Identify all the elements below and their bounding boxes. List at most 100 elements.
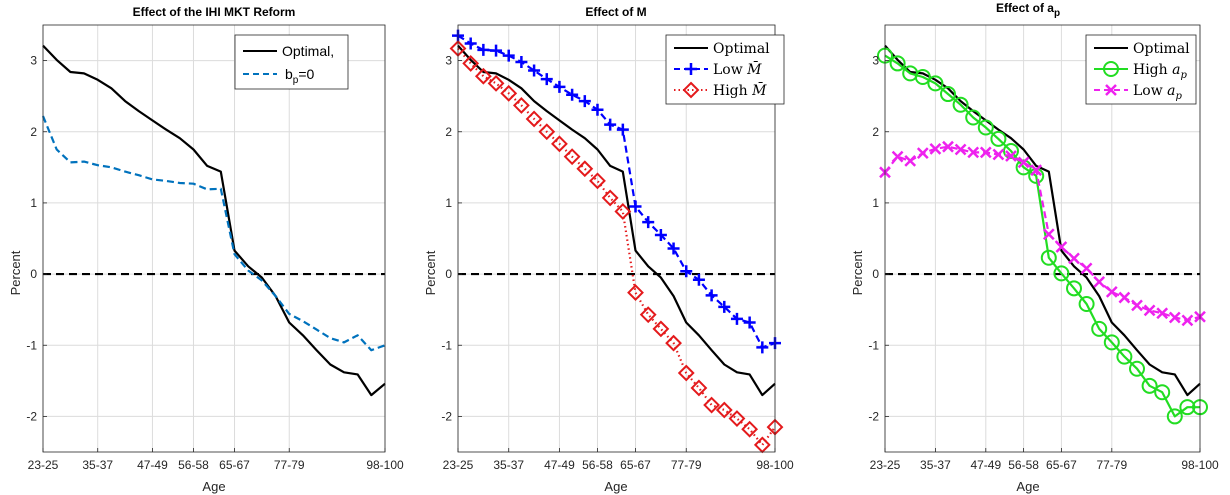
panel-3-series-2-point-17	[1093, 276, 1106, 288]
panel-3-series-1-point-20	[1129, 360, 1145, 377]
panel-1-xtick-label-0: 23-25	[28, 458, 59, 472]
panel-2-plot: 23-25 35-37 47-49 56-58 65-67 77-79 98-100 -2 -1…	[441, 24, 794, 472]
panel-3-series-2-point-1	[891, 150, 904, 163]
panel-3-xtick-label-1: 35-37	[920, 458, 951, 472]
panel-2-series-2-point-2	[474, 67, 492, 85]
panel-3-ytick-label-2: 0	[872, 267, 879, 281]
panel-3-series-2-point-4	[929, 142, 942, 155]
panel-3-series-1-point-21	[1141, 377, 1158, 394]
panel-3-series-1-point-13	[1040, 249, 1057, 266]
panel-2-ytick-label-4: 2	[445, 125, 452, 139]
panel-3-series-2-point-6	[954, 143, 967, 156]
panel-2-series-2-point-12	[601, 189, 619, 207]
panel-3-series-1-point-6	[952, 96, 969, 113]
panel-3-legend-marker-low-ap	[1105, 84, 1117, 96]
panel-3-series-1-point-1	[889, 55, 906, 72]
panel-3-series-1-line	[884, 54, 1200, 418]
panel-3-series-1-point-24	[1179, 399, 1196, 416]
panel-2-legend-label-high-m: High M̄	[713, 81, 767, 99]
panel-3-series-1-point-7	[965, 109, 982, 126]
panel-2-xtick-label-1: 35-37	[493, 458, 524, 472]
panel-2-series-0-line	[457, 44, 776, 397]
panel-3-legend-label-optimal: Optimal	[1133, 41, 1190, 57]
panel-2-legend-marker-high-m	[682, 81, 700, 99]
panel-2-ytick-label-3: 1	[445, 196, 452, 210]
panel-3-series-2-point-18	[1105, 285, 1118, 298]
panel-2-series-1-point-3	[490, 44, 503, 57]
panel-3-series-2-point-23	[1168, 311, 1181, 324]
panel-2-series-1-point-11	[591, 103, 604, 116]
panel-2-series-2-point-1	[462, 55, 480, 72]
panel-2-series-2-point-17	[665, 334, 682, 352]
panel-2-series-2-point-11	[589, 172, 606, 190]
panel-2-series-2-point-8	[551, 135, 568, 153]
panel-1-xtick-label-4: 65-67	[219, 458, 250, 472]
panel-1-legend-box	[234, 34, 349, 90]
panel-2-series-2-point-7	[538, 123, 556, 141]
panel-2-series-1-point-8	[553, 80, 566, 93]
panel-2-legend-label-optimal: Optimal	[713, 41, 770, 57]
panel-1-legend: Optimal, bp=0	[234, 34, 349, 90]
panel-2-series-1-point-5	[515, 56, 528, 69]
panel-2-ytick-label-0: -2	[441, 409, 452, 423]
panel-3-series-1-point-16	[1078, 295, 1095, 312]
panel-3-ytick-label-5: 3	[872, 54, 879, 68]
panel-3-series-2-point-21	[1143, 304, 1156, 317]
panel-3-series-1-point-15	[1066, 280, 1082, 297]
panel-2-ytick-label-2: 0	[445, 267, 452, 281]
panel-2-ytick-label-5: 3	[445, 54, 452, 68]
panel-2-series-1-point-22	[730, 312, 743, 325]
panel-1-ytick-label-5: 3	[30, 54, 37, 68]
panel-3-series-2-point-14	[1055, 241, 1068, 253]
panel-3-series-2-point-10	[1005, 150, 1017, 162]
panel-2-series-1-point-14	[629, 200, 642, 213]
panel-2-series-2-point-10	[576, 160, 594, 178]
panel-1-axes-frame	[42, 24, 386, 453]
panel-3-series-1-point-4	[927, 75, 944, 92]
panel-1-series-1-line	[41, 115, 386, 352]
panel-1-xtick-label-3: 56-58	[178, 458, 209, 472]
panel-3-series-1-point-23	[1166, 408, 1183, 425]
panel-3-series-2-point-16	[1080, 262, 1093, 275]
panel-3-series-2-point-12	[1030, 164, 1043, 177]
panel-3-series-2-point-2	[904, 155, 917, 167]
panel-3-series-2-point-11	[1017, 156, 1030, 169]
panel-3-series-2-point-5	[942, 140, 954, 153]
panel-1: Effect of the IHI MKT Reform 23-25 35-37 4…	[8, 5, 404, 494]
panel-3-series-1-point-22	[1154, 384, 1171, 401]
panel-2-series-1-point-1	[464, 37, 477, 50]
panel-3-legend-label-low-ap: Low ap	[1133, 83, 1183, 102]
panel-2-ylabel: Percent	[423, 250, 438, 295]
panel-1-xtick-label-2: 47-49	[137, 458, 168, 472]
panel-3-series-2-point-3	[916, 147, 929, 159]
panel-3-xtick-label-5: 77-79	[1096, 458, 1127, 472]
panel-2-series-2-point-5	[512, 97, 530, 114]
panel-1-plot: 23-25 35-37 47-49 56-58 65-67 77-79 98-100 -2 -1…	[26, 24, 404, 472]
panel-2-title: Effect of M	[585, 5, 646, 19]
panel-2-series-2-point-22	[728, 410, 746, 427]
panel-2-series-1-point-4	[502, 49, 515, 62]
panel-2-series-2-point-21	[715, 401, 733, 419]
panel-1-ytick-label-4: 2	[30, 125, 37, 139]
panel-2-series-1-point-24	[756, 341, 769, 354]
panel-1-legend-label-optimal: Optimal,	[282, 43, 334, 59]
panel-3-series-2-point-15	[1068, 252, 1080, 265]
panel-1-ytick-label-1: -1	[26, 338, 37, 352]
panel-2-series-2-point-16	[652, 320, 670, 338]
panel-1-ytick-label-0: -2	[26, 409, 37, 423]
panel-2-series-2-point-4	[500, 84, 518, 102]
panel-1-title: Effect of the IHI MKT Reform	[133, 5, 296, 19]
panel-2-series-1-point-10	[578, 95, 591, 108]
panel-2: Effect of M 23-25 35-37 47-49 56-58 65-67 77-…	[423, 5, 794, 494]
panel-2-series-2-point-9	[563, 148, 581, 166]
panel-3-title: Effect of ap	[996, 1, 1060, 19]
panel-3-series-1-point-18	[1103, 334, 1120, 351]
panel-3-xlabel: Age	[1016, 479, 1039, 494]
panel-2-axes-frame	[457, 24, 776, 453]
panel-2-series-2-point-15	[639, 306, 657, 324]
panel-3-xtick-label-2: 47-49	[970, 458, 1001, 472]
panel-2-series-2-point-18	[677, 364, 695, 382]
panel-3-series-1-point-17	[1091, 320, 1108, 337]
panel-2-xtick-label-6: 98-100	[756, 458, 794, 472]
panel-1-ytick-label-3: 1	[30, 196, 37, 210]
